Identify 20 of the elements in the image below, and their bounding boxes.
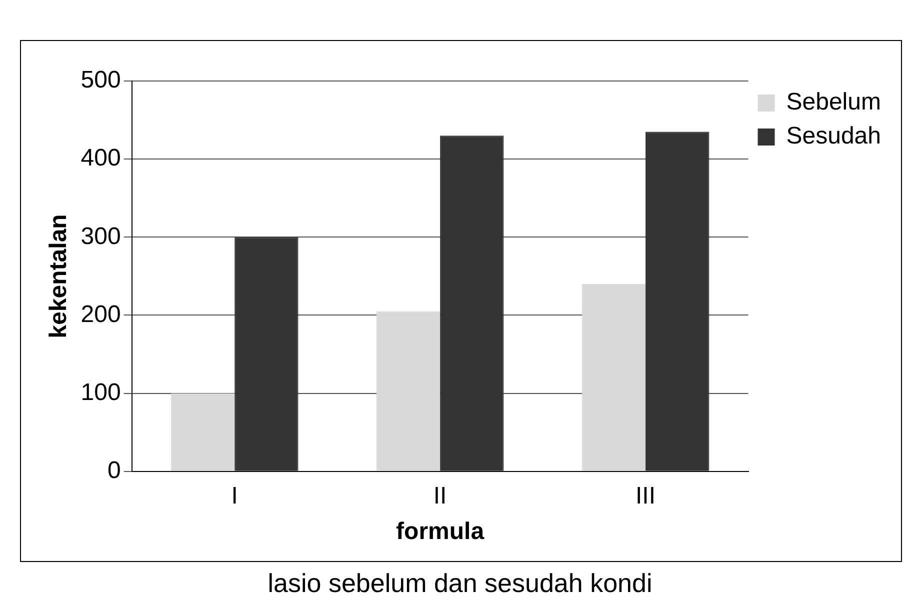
legend-label: Sebelum — [786, 88, 881, 116]
bar — [234, 237, 298, 471]
legend-label: Sesudah — [786, 122, 882, 150]
y-tick-label: 300 — [80, 222, 121, 250]
bar — [582, 284, 646, 471]
text: lasio sebelum dan sesudah kondi — [266, 568, 654, 599]
y-tick-label: 200 — [80, 300, 121, 328]
bar — [170, 393, 235, 471]
x-tick-label: I — [231, 482, 238, 510]
x-tick-label: III — [636, 482, 656, 510]
y-axis-title: kekentalan — [45, 214, 72, 338]
bar — [376, 311, 440, 471]
x-axis-title: formula — [396, 518, 485, 546]
y-tick-label: 100 — [80, 378, 121, 406]
bar — [440, 136, 504, 471]
y-tick-label: 400 — [80, 144, 121, 172]
y-tick-label: 500 — [80, 66, 121, 94]
bar — [646, 132, 710, 471]
x-tick-label: II — [433, 482, 447, 510]
y-tick-label: 0 — [107, 457, 121, 484]
